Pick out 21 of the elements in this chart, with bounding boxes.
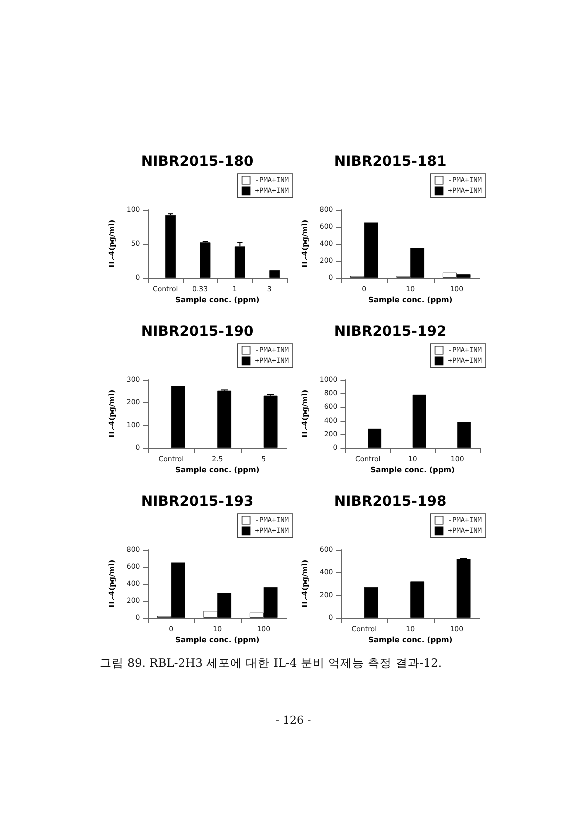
bar: [218, 390, 232, 448]
chart-title: NIBR2015-190: [141, 324, 254, 340]
bar: [368, 428, 382, 448]
bar: [264, 396, 278, 448]
chart-title: NIBR2015-192: [334, 324, 447, 340]
bar: [234, 246, 246, 278]
bar: [458, 422, 472, 448]
bar: [456, 559, 471, 618]
bar: [364, 587, 378, 618]
chart-title: NIBR2015-193: [141, 494, 254, 510]
chart-title: NIBR2015-198: [334, 494, 447, 510]
bar: [171, 386, 186, 448]
bar: [270, 270, 280, 278]
chart-title: NIBR2015-181: [334, 154, 447, 170]
chart-title: NIBR2015-180: [141, 154, 254, 170]
bar: [200, 242, 211, 278]
caption: 그림 89. RBL-2H3 세포에 대한 IL-4 분비 억제능 측정 결과-12.: [100, 656, 442, 671]
text: - 126 -: [274, 714, 312, 727]
bar: [410, 582, 425, 618]
bar: [166, 215, 176, 278]
bar: [412, 394, 426, 448]
